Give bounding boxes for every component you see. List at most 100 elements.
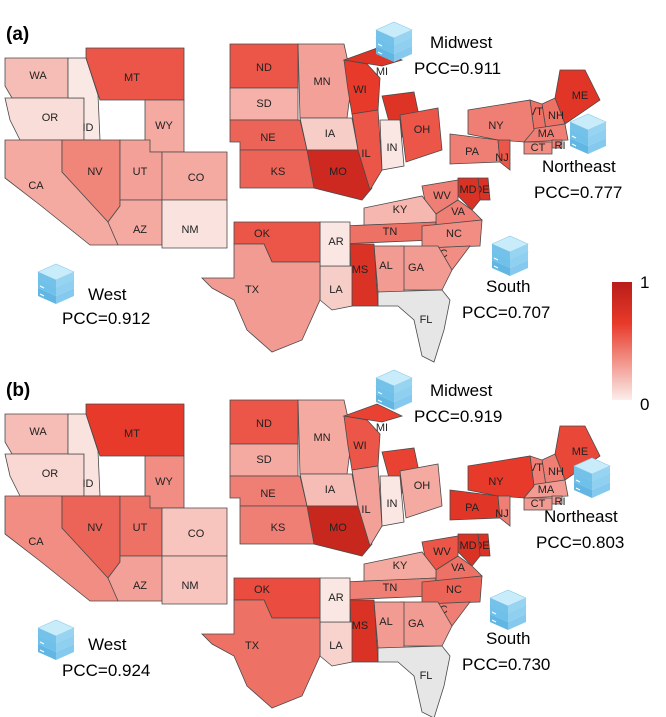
state-label-nh: NH <box>548 110 564 122</box>
northeast-pcc-value: PCC=0.803 <box>536 533 624 552</box>
state-label-ny: NY <box>488 476 504 488</box>
state-label-tx: TX <box>245 284 260 296</box>
state-mo <box>306 149 373 201</box>
state-label-al: AL <box>379 260 392 272</box>
state-nm <box>161 555 228 605</box>
state-label-co: CO <box>188 172 205 184</box>
midwest-region-name: Midwest <box>430 381 493 400</box>
state-label-ia: IA <box>325 484 336 496</box>
midwest-database-icon <box>375 21 413 63</box>
state-label-ma: MA <box>538 484 555 496</box>
state-ny <box>467 99 535 143</box>
state-in <box>379 475 405 527</box>
state-label-il: IL <box>361 504 370 516</box>
state-ct <box>523 497 553 511</box>
state-mt <box>85 403 185 457</box>
south-database-icon <box>491 235 529 277</box>
state-mo <box>306 505 373 557</box>
state-label-or: OR <box>42 112 59 124</box>
state-label-va: VA <box>451 562 466 574</box>
state-label-ut: UT <box>133 166 148 178</box>
state-label-ri: RI <box>555 140 566 152</box>
state-label-ma: MA <box>538 128 555 140</box>
state-label-co: CO <box>188 528 205 540</box>
state-label-pa: PA <box>465 146 480 158</box>
state-label-ks: KS <box>271 166 286 178</box>
state-label-ct: CT <box>531 142 546 154</box>
state-label-nm: NM <box>181 580 198 592</box>
state-label-nd: ND <box>256 418 272 430</box>
west-database-icon <box>37 263 75 305</box>
state-label-ky: KY <box>393 560 408 572</box>
state-fl <box>377 645 451 717</box>
west-region-name: West <box>88 635 127 654</box>
south-region-name: South <box>486 629 530 648</box>
colorbar-gradient <box>612 282 632 400</box>
state-label-pa: PA <box>465 502 480 514</box>
state-il <box>351 465 383 547</box>
state-label-fl: FL <box>420 314 433 326</box>
state-in <box>379 119 405 171</box>
south-pcc-value: PCC=0.730 <box>462 655 550 674</box>
state-label-sd: SD <box>256 454 271 466</box>
state-label-wy: WY <box>155 476 173 488</box>
state-label-ms: MS <box>352 620 369 632</box>
state-nc <box>421 575 483 605</box>
state-label-mo: MO <box>329 166 347 178</box>
state-label-ri: RI <box>555 496 566 508</box>
state-label-nv: NV <box>87 166 103 178</box>
state-label-or: OR <box>42 468 59 480</box>
state-oh <box>399 107 443 163</box>
state-label-la: LA <box>329 284 343 296</box>
state-label-tn: TN <box>383 582 398 594</box>
state-label-me: ME <box>572 446 589 458</box>
state-label-fl: FL <box>420 670 433 682</box>
state-ny <box>467 455 535 499</box>
state-label-wy: WY <box>155 120 173 132</box>
northeast-region-name: Northeast <box>544 507 618 526</box>
state-nm <box>161 199 228 249</box>
state-label-mi: MI <box>376 66 388 78</box>
state-label-mo: MO <box>329 522 347 534</box>
map-panel-b: (b) WA OR ID MT WY CA NV UT CO AZ NM ND SD NE KS MN IA MO W… <box>4 369 624 717</box>
west-database-icon <box>37 619 75 661</box>
state-nj <box>497 139 511 171</box>
state-label-ok: OK <box>254 584 271 596</box>
state-ky <box>363 551 437 583</box>
midwest-pcc-value: PCC=0.919 <box>414 407 502 426</box>
colorbar-min-label: 0 <box>640 395 649 414</box>
state-label-vt: VT <box>529 106 543 118</box>
state-nj <box>497 495 511 527</box>
state-label-va: VA <box>451 206 466 218</box>
state-label-ut: UT <box>133 522 148 534</box>
state-label-nd: ND <box>256 62 272 74</box>
state-label-in: IN <box>387 498 398 510</box>
state-label-ia: IA <box>325 128 336 140</box>
state-tx <box>201 599 321 709</box>
state-label-wi: WI <box>353 84 366 96</box>
northeast-database-icon <box>573 457 611 499</box>
state-label-tx: TX <box>245 640 260 652</box>
state-label-md: MD <box>459 184 476 196</box>
state-label-ca: CA <box>28 536 44 548</box>
state-label-wa: WA <box>29 70 47 82</box>
state-label-az: AZ <box>133 224 147 236</box>
state-oh <box>399 463 443 519</box>
state-label-ky: KY <box>393 204 408 216</box>
state-label-ga: GA <box>408 618 425 630</box>
state-label-ny: NY <box>488 120 504 132</box>
state-label-oh: OH <box>414 124 431 136</box>
state-label-nj: NJ <box>495 152 508 164</box>
state-label-ks: KS <box>271 522 286 534</box>
state-label-wv: WV <box>433 190 451 202</box>
state-mt <box>85 47 185 101</box>
state-label-ar: AR <box>328 592 343 604</box>
state-label-wa: WA <box>29 426 47 438</box>
south-region-name: South <box>486 277 530 296</box>
midwest-database-icon <box>375 369 413 411</box>
colorbar-max-label: 1 <box>640 273 649 292</box>
state-label-nh: NH <box>548 466 564 478</box>
state-label-la: LA <box>329 640 343 652</box>
state-label-oh: OH <box>414 480 431 492</box>
